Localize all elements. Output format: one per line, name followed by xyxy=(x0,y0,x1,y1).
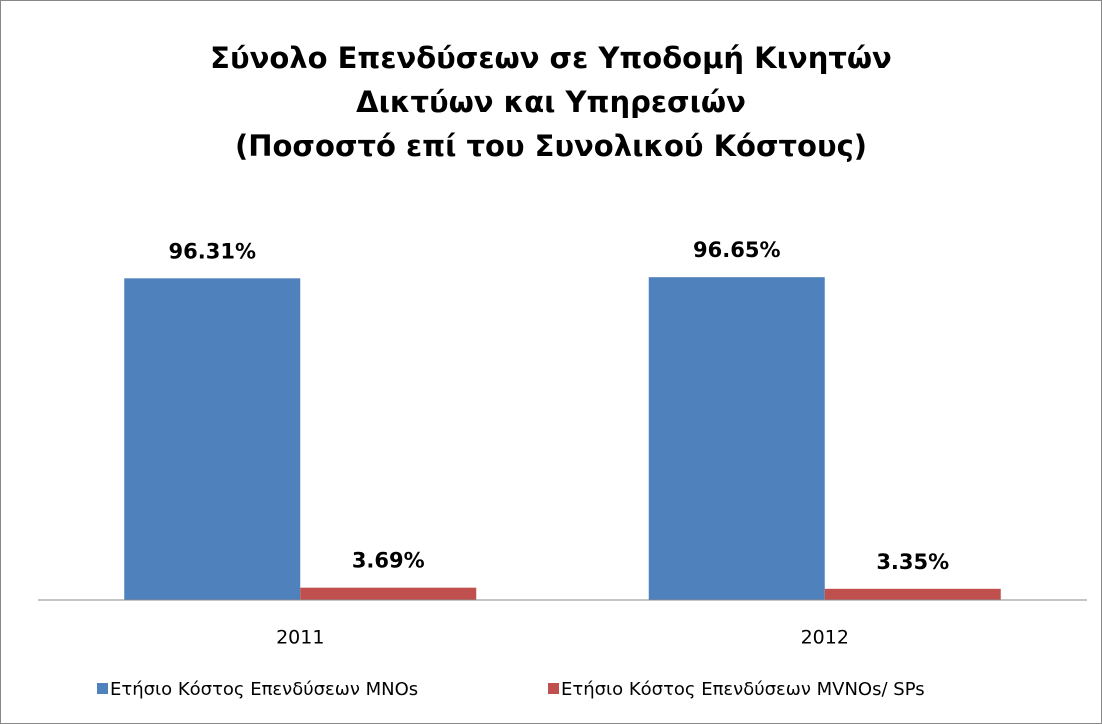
data-label: 96.65% xyxy=(693,238,780,262)
data-label: 96.31% xyxy=(169,239,256,263)
legend-label: Ετήσιο Κόστος Επενδύσεων MVNOs/ SPs xyxy=(561,679,925,700)
bar xyxy=(124,278,301,600)
bar xyxy=(648,277,825,600)
data-label: 3.69% xyxy=(352,549,425,573)
bar xyxy=(300,587,477,600)
x-tick-label: 2012 xyxy=(801,627,849,649)
chart-title: (Ποσοστό επί του Συνολικού Κόστους) xyxy=(235,129,867,163)
data-label: 3.35% xyxy=(876,550,949,574)
bar xyxy=(824,588,1001,600)
chart-title: Δικτύων και Υπηρεσιών xyxy=(356,85,746,119)
chart-title: Σύνολο Επενδύσεων σε Υποδομή Κινητών xyxy=(210,41,892,75)
legend-label: Ετήσιο Κόστος Επενδύσεων MNOs xyxy=(110,679,418,700)
legend-swatch xyxy=(97,683,108,694)
legend-swatch xyxy=(548,683,559,694)
x-tick-label: 2011 xyxy=(276,627,324,649)
